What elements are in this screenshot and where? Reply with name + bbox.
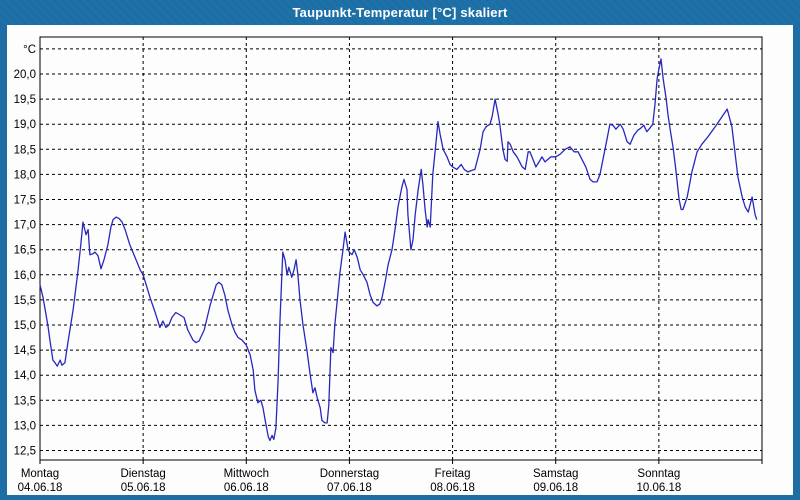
chart-canvas xyxy=(7,25,793,495)
title-bar: Taupunkt-Temperatur [°C] skaliert xyxy=(0,0,800,25)
chart-title: Taupunkt-Temperatur [°C] skaliert xyxy=(292,5,508,20)
